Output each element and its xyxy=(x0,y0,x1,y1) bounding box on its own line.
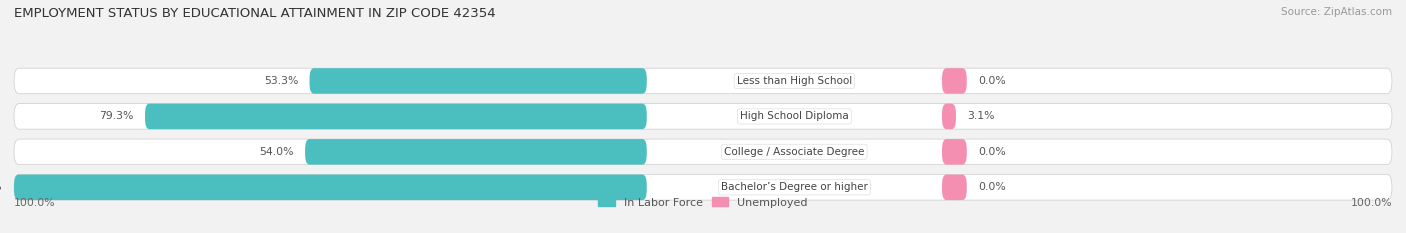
FancyBboxPatch shape xyxy=(309,68,647,94)
FancyBboxPatch shape xyxy=(305,139,647,165)
Legend: In Labor Force, Unemployed: In Labor Force, Unemployed xyxy=(598,197,808,208)
Text: EMPLOYMENT STATUS BY EDUCATIONAL ATTAINMENT IN ZIP CODE 42354: EMPLOYMENT STATUS BY EDUCATIONAL ATTAINM… xyxy=(14,7,496,20)
Text: 100.0%: 100.0% xyxy=(1350,198,1392,208)
Text: 100.0%: 100.0% xyxy=(14,198,56,208)
FancyBboxPatch shape xyxy=(14,139,1392,165)
Text: 54.0%: 54.0% xyxy=(259,147,294,157)
FancyBboxPatch shape xyxy=(14,175,647,200)
Text: 0.0%: 0.0% xyxy=(979,147,1005,157)
FancyBboxPatch shape xyxy=(14,104,1392,129)
Text: High School Diploma: High School Diploma xyxy=(740,111,849,121)
FancyBboxPatch shape xyxy=(942,68,967,94)
Text: 0.0%: 0.0% xyxy=(979,76,1005,86)
Text: Source: ZipAtlas.com: Source: ZipAtlas.com xyxy=(1281,7,1392,17)
FancyBboxPatch shape xyxy=(14,175,1392,200)
FancyBboxPatch shape xyxy=(942,175,967,200)
Text: Bachelor’s Degree or higher: Bachelor’s Degree or higher xyxy=(721,182,868,192)
Text: 3.1%: 3.1% xyxy=(967,111,994,121)
Text: College / Associate Degree: College / Associate Degree xyxy=(724,147,865,157)
Text: 100.0%: 100.0% xyxy=(0,182,3,192)
Text: Less than High School: Less than High School xyxy=(737,76,852,86)
FancyBboxPatch shape xyxy=(942,139,967,165)
Text: 0.0%: 0.0% xyxy=(979,182,1005,192)
FancyBboxPatch shape xyxy=(14,68,1392,94)
Text: 79.3%: 79.3% xyxy=(100,111,134,121)
FancyBboxPatch shape xyxy=(942,104,956,129)
FancyBboxPatch shape xyxy=(145,104,647,129)
Text: 53.3%: 53.3% xyxy=(264,76,298,86)
